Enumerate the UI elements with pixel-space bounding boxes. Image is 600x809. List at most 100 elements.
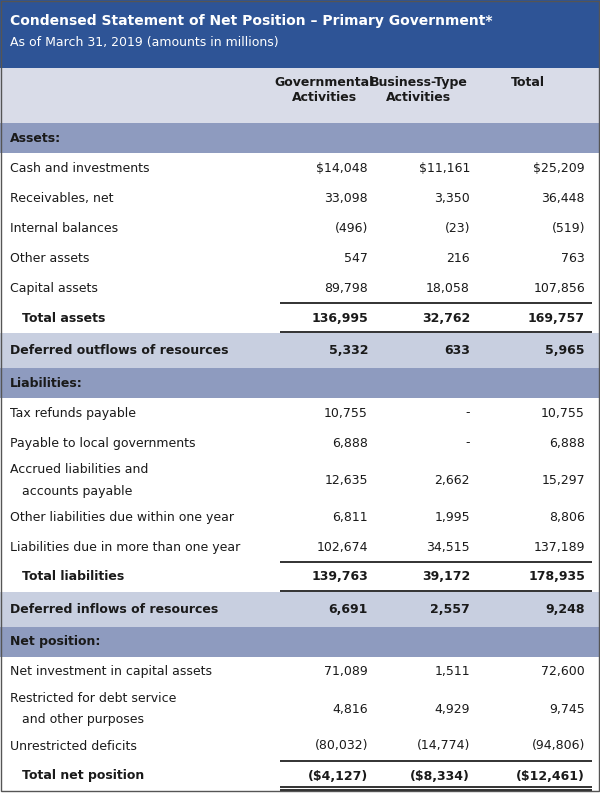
Text: ($12,461): ($12,461) — [516, 769, 585, 782]
Text: 5,965: 5,965 — [545, 344, 585, 357]
Text: Cash and investments: Cash and investments — [10, 162, 149, 175]
Text: Payable to local governments: Payable to local governments — [10, 437, 196, 450]
Bar — [0, 562, 600, 592]
Text: Deferred inflows of resources: Deferred inflows of resources — [10, 603, 218, 616]
Text: 1,995: 1,995 — [434, 510, 470, 523]
Bar — [0, 123, 600, 153]
Text: 6,888: 6,888 — [332, 437, 368, 450]
Text: Deferred outflows of resources: Deferred outflows of resources — [10, 344, 229, 357]
Text: As of March 31, 2019 (amounts in millions): As of March 31, 2019 (amounts in million… — [10, 36, 278, 49]
Text: ($4,127): ($4,127) — [308, 769, 368, 782]
Text: Total: Total — [511, 76, 545, 89]
Bar — [0, 592, 600, 627]
Text: Condensed Statement of Net Position – Primary Government*: Condensed Statement of Net Position – Pr… — [10, 14, 493, 28]
Bar — [0, 0, 600, 68]
Text: Liabilities due in more than one year: Liabilities due in more than one year — [10, 540, 240, 553]
Bar — [0, 68, 600, 123]
Text: 6,691: 6,691 — [329, 603, 368, 616]
Text: Capital assets: Capital assets — [10, 282, 98, 294]
Bar — [0, 243, 600, 273]
Text: Total assets: Total assets — [22, 311, 106, 324]
Text: 2,557: 2,557 — [430, 603, 470, 616]
Bar — [0, 213, 600, 243]
Text: 18,058: 18,058 — [426, 282, 470, 294]
Bar — [0, 303, 600, 333]
Text: Liabilities:: Liabilities: — [10, 376, 83, 389]
Text: $25,209: $25,209 — [533, 162, 585, 175]
Bar — [0, 627, 600, 657]
Text: Restricted for debt service: Restricted for debt service — [10, 692, 176, 705]
Text: 34,515: 34,515 — [427, 540, 470, 553]
Text: $14,048: $14,048 — [316, 162, 368, 175]
Text: Total net position: Total net position — [22, 769, 144, 782]
Bar — [0, 502, 600, 532]
Text: 169,757: 169,757 — [528, 311, 585, 324]
Text: 12,635: 12,635 — [325, 473, 368, 486]
Text: 107,856: 107,856 — [533, 282, 585, 294]
Text: Assets:: Assets: — [10, 132, 61, 145]
Text: 136,995: 136,995 — [311, 311, 368, 324]
Text: (23): (23) — [445, 222, 470, 235]
Text: 8,806: 8,806 — [549, 510, 585, 523]
Text: Governmental
Activities: Governmental Activities — [274, 76, 374, 104]
Text: 216: 216 — [446, 252, 470, 265]
Text: -: - — [466, 437, 470, 450]
Text: 4,816: 4,816 — [332, 702, 368, 715]
Text: 39,172: 39,172 — [422, 570, 470, 583]
Text: 10,755: 10,755 — [541, 406, 585, 420]
Bar — [0, 761, 600, 791]
Text: 3,350: 3,350 — [434, 192, 470, 205]
Text: ($8,334): ($8,334) — [410, 769, 470, 782]
Text: 6,811: 6,811 — [332, 510, 368, 523]
Text: 4,929: 4,929 — [434, 702, 470, 715]
Text: 137,189: 137,189 — [533, 540, 585, 553]
Bar — [0, 333, 600, 368]
Text: (496): (496) — [335, 222, 368, 235]
Bar — [0, 273, 600, 303]
Text: 547: 547 — [344, 252, 368, 265]
Text: Accrued liabilities and: Accrued liabilities and — [10, 463, 148, 476]
Text: Net position:: Net position: — [10, 636, 100, 649]
Text: 10,755: 10,755 — [324, 406, 368, 420]
Text: 102,674: 102,674 — [317, 540, 368, 553]
Text: Other liabilities due within one year: Other liabilities due within one year — [10, 510, 234, 523]
Text: 36,448: 36,448 — [542, 192, 585, 205]
Text: 6,888: 6,888 — [549, 437, 585, 450]
Text: (94,806): (94,806) — [532, 739, 585, 752]
Bar — [0, 153, 600, 183]
Text: Other assets: Other assets — [10, 252, 89, 265]
Text: Total liabilities: Total liabilities — [22, 570, 124, 583]
Text: and other purposes: and other purposes — [22, 714, 144, 726]
Text: 178,935: 178,935 — [528, 570, 585, 583]
Bar — [0, 398, 600, 428]
Text: 1,511: 1,511 — [434, 666, 470, 679]
Bar — [0, 458, 600, 502]
Text: 89,798: 89,798 — [324, 282, 368, 294]
Text: 33,098: 33,098 — [325, 192, 368, 205]
Bar — [0, 368, 600, 398]
Text: 32,762: 32,762 — [422, 311, 470, 324]
Text: 9,745: 9,745 — [549, 702, 585, 715]
Text: 15,297: 15,297 — [541, 473, 585, 486]
Text: 139,763: 139,763 — [311, 570, 368, 583]
Text: 5,332: 5,332 — [329, 344, 368, 357]
Bar — [0, 428, 600, 458]
Text: 633: 633 — [444, 344, 470, 357]
Text: Net investment in capital assets: Net investment in capital assets — [10, 666, 212, 679]
Bar — [0, 687, 600, 731]
Text: (80,032): (80,032) — [314, 739, 368, 752]
Text: $11,161: $11,161 — [419, 162, 470, 175]
Text: (14,774): (14,774) — [416, 739, 470, 752]
Text: 72,600: 72,600 — [541, 666, 585, 679]
Text: 71,089: 71,089 — [324, 666, 368, 679]
Text: Receivables, net: Receivables, net — [10, 192, 113, 205]
Text: Tax refunds payable: Tax refunds payable — [10, 406, 136, 420]
Bar — [0, 731, 600, 761]
Text: 9,248: 9,248 — [545, 603, 585, 616]
Text: 2,662: 2,662 — [434, 473, 470, 486]
Text: (519): (519) — [551, 222, 585, 235]
Bar — [0, 183, 600, 213]
Bar — [0, 657, 600, 687]
Text: Internal balances: Internal balances — [10, 222, 118, 235]
Text: accounts payable: accounts payable — [22, 485, 133, 498]
